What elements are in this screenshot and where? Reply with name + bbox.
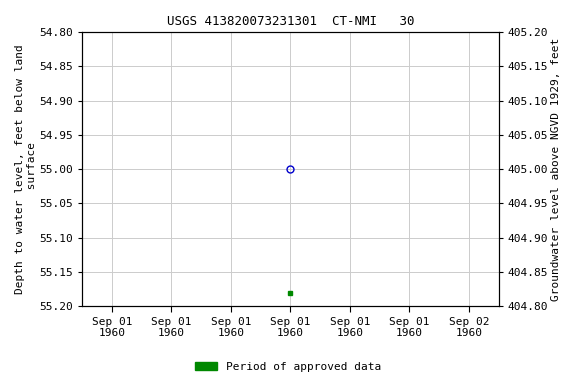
Y-axis label: Groundwater level above NGVD 1929, feet: Groundwater level above NGVD 1929, feet bbox=[551, 38, 561, 301]
Y-axis label: Depth to water level, feet below land
 surface: Depth to water level, feet below land su… bbox=[15, 44, 37, 294]
Title: USGS 413820073231301  CT-NMI   30: USGS 413820073231301 CT-NMI 30 bbox=[166, 15, 414, 28]
Legend: Period of approved data: Period of approved data bbox=[191, 358, 385, 377]
